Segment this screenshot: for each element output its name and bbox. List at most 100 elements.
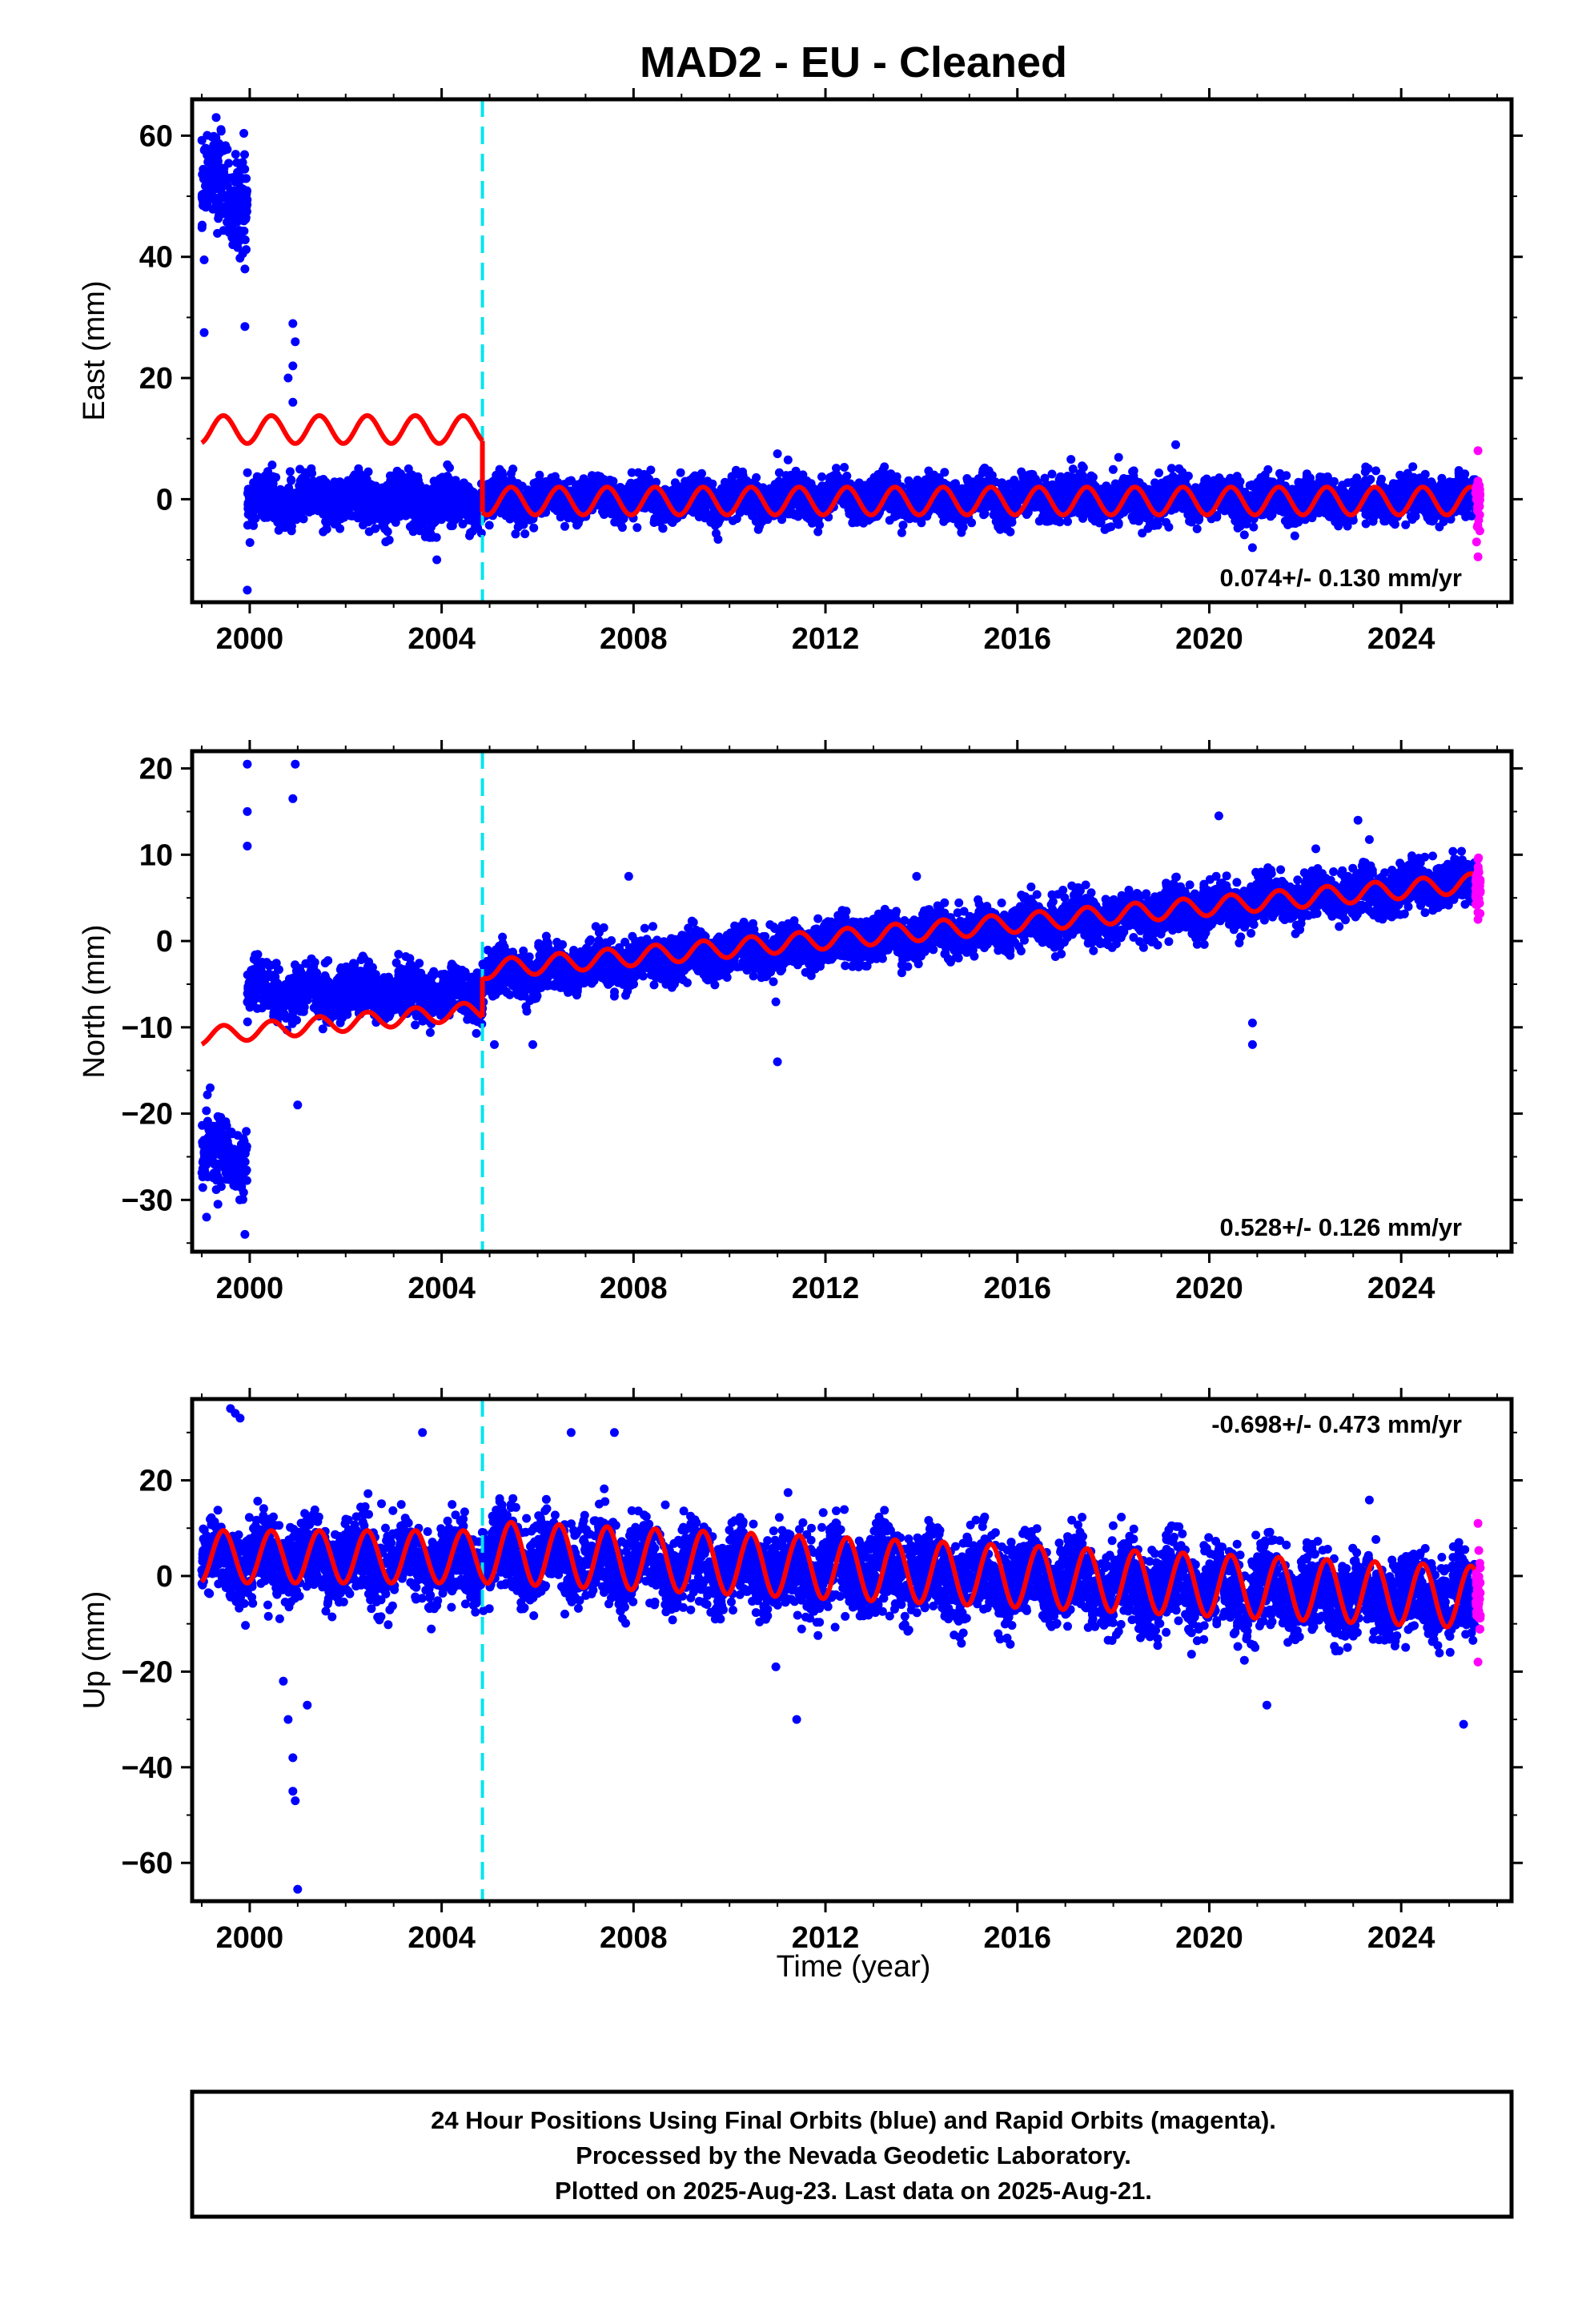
final-point <box>203 131 212 140</box>
final-point <box>676 468 685 477</box>
final-point <box>379 519 389 529</box>
final-point <box>468 496 477 505</box>
final-point <box>288 491 298 501</box>
final-point <box>447 489 456 498</box>
chart-title: MAD2 - EU - Cleaned <box>640 38 1067 86</box>
final-point <box>432 533 441 542</box>
final-point <box>729 516 737 525</box>
final-point <box>425 533 435 542</box>
final-point <box>436 474 444 484</box>
final-point <box>322 518 331 528</box>
final-point <box>398 501 408 511</box>
final-point <box>378 483 387 493</box>
final-point <box>226 186 235 195</box>
final-point <box>259 475 269 485</box>
final-point <box>255 485 264 494</box>
final-point <box>209 140 219 150</box>
final-point <box>257 510 267 520</box>
final-point <box>280 523 290 533</box>
final-point <box>403 478 412 488</box>
final-point <box>245 538 255 547</box>
final-point <box>842 471 852 480</box>
final-point <box>275 500 285 509</box>
final-point <box>352 485 362 494</box>
final-point <box>458 519 468 529</box>
final-point <box>424 487 433 497</box>
final-point <box>529 523 539 533</box>
final-point <box>226 223 235 233</box>
final-point <box>235 231 245 240</box>
final-point <box>237 195 247 205</box>
final-point <box>201 203 211 212</box>
final-point <box>1047 469 1057 479</box>
final-point <box>1066 455 1076 464</box>
final-point <box>897 528 906 537</box>
final-point <box>245 485 255 495</box>
final-point <box>304 497 313 507</box>
final-point <box>752 472 761 482</box>
final-point <box>238 215 247 225</box>
final-point <box>221 141 231 151</box>
final-point <box>418 500 428 509</box>
final-point <box>199 189 208 199</box>
final-point <box>358 473 367 483</box>
final-point <box>198 220 207 230</box>
final-point <box>1368 517 1378 526</box>
final-point <box>1154 468 1163 477</box>
final-point <box>817 472 826 481</box>
final-point <box>1275 468 1284 478</box>
final-point <box>367 480 377 490</box>
final-point <box>1390 520 1399 529</box>
final-point <box>532 477 541 487</box>
final-point <box>283 505 293 515</box>
final-point <box>456 481 465 491</box>
final-point <box>245 496 255 505</box>
final-point <box>815 521 825 529</box>
final-point <box>335 477 345 487</box>
final-point <box>338 485 347 495</box>
final-point <box>233 243 243 252</box>
final-point <box>441 479 451 489</box>
final-point <box>347 493 357 503</box>
final-point <box>470 513 480 522</box>
final-point <box>332 518 342 527</box>
final-point <box>404 464 413 473</box>
final-point <box>360 518 370 527</box>
final-point <box>434 485 444 494</box>
final-point <box>268 472 278 481</box>
final-point <box>391 517 400 527</box>
final-point <box>1290 531 1299 541</box>
final-point <box>389 471 399 480</box>
final-point <box>307 468 317 478</box>
final-point <box>404 509 414 519</box>
final-point <box>223 211 233 220</box>
final-point <box>233 207 243 216</box>
final-point <box>299 514 308 524</box>
final-point <box>445 463 454 472</box>
final-point <box>238 158 247 167</box>
final-point <box>287 521 296 531</box>
final-point <box>359 498 369 508</box>
final-point <box>383 527 392 537</box>
final-point <box>1435 522 1444 532</box>
final-point <box>214 177 223 187</box>
final-point <box>408 520 418 529</box>
final-orbit-points <box>197 113 1480 595</box>
final-point <box>1166 464 1176 473</box>
final-point <box>459 492 468 501</box>
final-point <box>431 517 440 526</box>
final-point <box>327 506 337 516</box>
final-point <box>201 143 211 153</box>
final-point <box>299 505 308 514</box>
final-point <box>371 524 380 533</box>
final-point <box>1108 464 1118 474</box>
final-point <box>287 475 296 485</box>
final-point <box>231 150 240 159</box>
final-point <box>560 521 569 531</box>
final-point <box>322 525 331 534</box>
final-point <box>240 150 249 159</box>
final-point <box>316 502 326 512</box>
final-point <box>456 506 464 516</box>
final-point <box>783 455 793 464</box>
